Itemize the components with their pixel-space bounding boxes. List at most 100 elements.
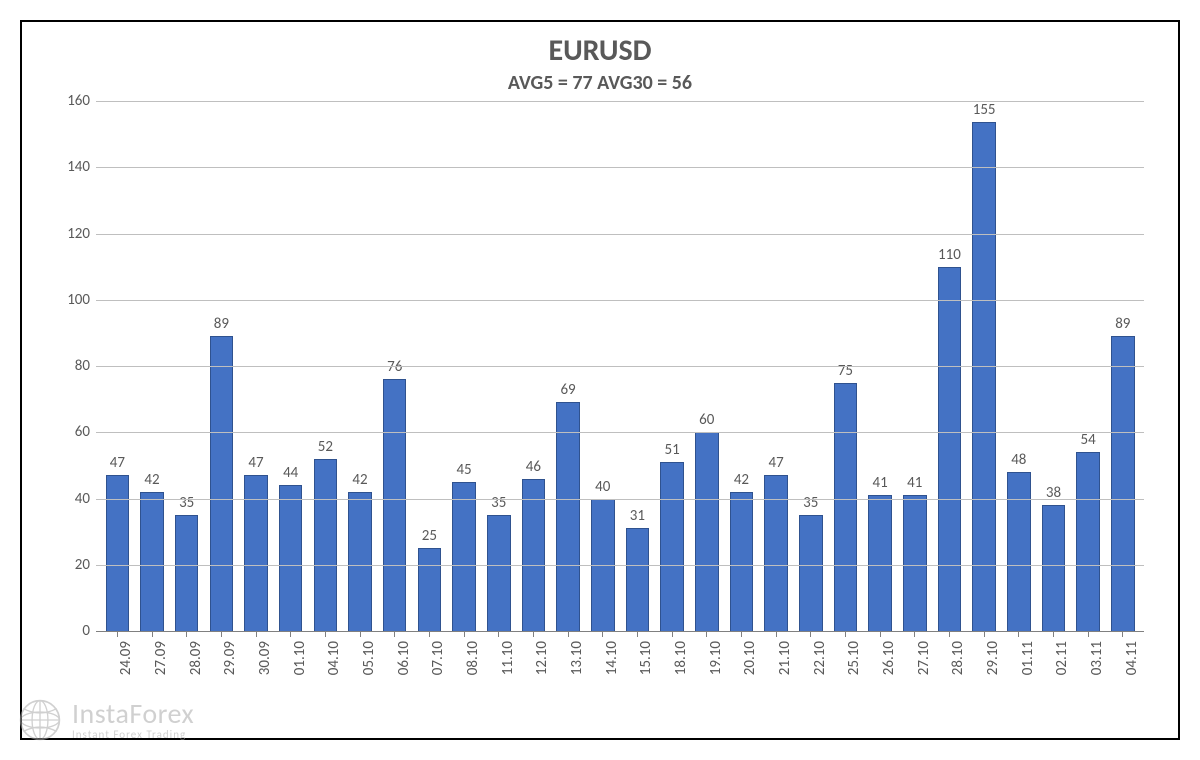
bar-rect (660, 462, 684, 631)
x-tick-label: 05.10 (360, 641, 378, 675)
y-tick-label: 0 (82, 622, 90, 640)
x-tick-label: 01.11 (1019, 641, 1037, 675)
x-label-slot: 04.11 (1105, 637, 1140, 707)
bar-value-label: 25 (422, 527, 437, 545)
x-axis: 24.09 27.09 28.09 29.09 30.09 01.10 04.10 05.10… (96, 631, 1144, 711)
x-tick-label: 02.11 (1053, 641, 1071, 675)
y-tick-label: 60 (75, 423, 90, 441)
x-label-slot: 05.10 (343, 637, 378, 707)
bar-value-label: 155 (973, 101, 996, 119)
x-tick-label: 13.10 (568, 641, 586, 675)
bar-rect (903, 495, 927, 631)
y-tick-label: 160 (67, 92, 90, 110)
bar-rect (279, 485, 303, 631)
x-label-slot: 21.10 (759, 637, 794, 707)
x-tick-label: 04.10 (325, 641, 343, 675)
bar-value-label: 69 (560, 381, 575, 399)
x-label-slot: 13.10 (551, 637, 586, 707)
bar-rect (626, 528, 650, 631)
y-tick-label: 140 (67, 158, 90, 176)
gridline (96, 167, 1144, 168)
x-tick-label: 01.10 (291, 641, 309, 675)
x-tick-label: 21.10 (776, 641, 794, 675)
bar-value-label: 42 (352, 471, 367, 489)
bar-rect (452, 482, 476, 631)
x-tick-label: 28.09 (187, 641, 205, 675)
x-tick-label: 07.10 (429, 641, 447, 675)
bar-rect (1076, 452, 1100, 631)
x-label-slot: 01.11 (1001, 637, 1036, 707)
bar-rect (938, 267, 962, 631)
y-tick-label: 80 (75, 357, 90, 375)
chart-subtitle: AVG5 = 77 AVG30 = 56 (52, 71, 1148, 95)
gridline (96, 366, 1144, 367)
bar-rect (314, 459, 338, 631)
x-label-slot: 22.10 (793, 637, 828, 707)
x-tick-label: 29.09 (221, 641, 239, 675)
x-tick-label: 11.10 (499, 641, 517, 675)
x-tick-label: 27.09 (152, 641, 170, 675)
x-tick-label: 04.11 (1123, 641, 1141, 675)
x-tick-label: 27.10 (915, 641, 933, 675)
x-label-slot: 08.10 (447, 637, 482, 707)
bar-value-label: 48 (1011, 451, 1026, 469)
gridline (96, 101, 1144, 102)
bar-rect (972, 122, 996, 631)
bar-value-label: 47 (110, 454, 125, 472)
x-tick-label: 22.10 (811, 641, 829, 675)
bar-value-label: 41 (873, 474, 888, 492)
bar-rect (556, 402, 580, 631)
x-label-slot: 24.09 (100, 637, 135, 707)
bar-value-label: 47 (768, 454, 783, 472)
bar-value-label: 35 (803, 494, 818, 512)
title-block: EURUSD AVG5 = 77 AVG30 = 56 (52, 32, 1148, 95)
bar-rect (210, 336, 234, 631)
x-tick-label: 15.10 (637, 641, 655, 675)
x-tick-label: 28.10 (949, 641, 967, 675)
bar-value-label: 46 (526, 458, 541, 476)
x-label-slot: 27.10 (897, 637, 932, 707)
gridline (96, 300, 1144, 301)
x-label-slot: 28.10 (932, 637, 967, 707)
bar-value-label: 52 (318, 438, 333, 456)
bar-value-label: 42 (734, 471, 749, 489)
bar-rect (175, 515, 199, 631)
y-tick-label: 20 (75, 556, 90, 574)
bar-value-label: 89 (214, 315, 229, 333)
x-label-slot: 14.10 (585, 637, 620, 707)
x-tick-label: 20.10 (741, 641, 759, 675)
x-tick-label: 12.10 (533, 641, 551, 675)
bar-value-label: 75 (838, 362, 853, 380)
x-label-slot: 03.11 (1071, 637, 1106, 707)
bar-rect (418, 548, 442, 631)
x-label-slot: 29.09 (204, 637, 239, 707)
bar-rect (868, 495, 892, 631)
bar-rect (730, 492, 754, 631)
bar-value-label: 31 (630, 507, 645, 525)
bar-value-label: 44 (283, 464, 298, 482)
x-label-slot: 25.10 (828, 637, 863, 707)
x-label-slot: 29.10 (967, 637, 1002, 707)
gridline (96, 432, 1144, 433)
x-label-slot: 26.10 (863, 637, 898, 707)
x-labels-row: 24.09 27.09 28.09 29.09 30.09 01.10 04.10 05.10… (96, 637, 1144, 707)
x-tick-label: 18.10 (672, 641, 690, 675)
y-tick-label: 40 (75, 490, 90, 508)
bar-value-label: 110 (938, 246, 961, 264)
bar-rect (487, 515, 511, 631)
plot-area: 020406080100120140160 474235894744524276… (52, 101, 1148, 631)
bar-rect (834, 383, 858, 631)
bar-rect (799, 515, 823, 631)
x-tick-label: 24.09 (117, 641, 135, 675)
x-tick-label: 30.09 (256, 641, 274, 675)
x-label-slot: 30.09 (239, 637, 274, 707)
x-tick-label: 06.10 (395, 641, 413, 675)
bar-rect (522, 479, 546, 631)
y-tick-label: 120 (67, 225, 90, 243)
bar-value-label: 47 (248, 454, 263, 472)
x-tick-label: 03.11 (1088, 641, 1106, 675)
x-tick-label: 26.10 (880, 641, 898, 675)
bar-value-label: 35 (491, 494, 506, 512)
x-label-slot: 06.10 (377, 637, 412, 707)
x-tick-label: 08.10 (464, 641, 482, 675)
